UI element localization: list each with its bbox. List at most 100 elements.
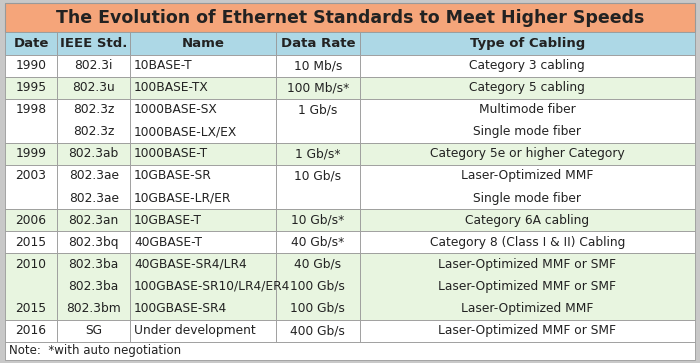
Text: 400 Gb/s: 400 Gb/s [290,324,345,337]
Text: Data Rate: Data Rate [281,37,355,50]
Bar [5,253,57,319]
Text: 100 Gb/s: 100 Gb/s [290,302,345,315]
Text: Category 8 (Class I & II) Cabling: Category 8 (Class I & II) Cabling [430,236,625,249]
Text: 802.3ae: 802.3ae [69,192,119,205]
Text: 802.3ae: 802.3ae [69,170,119,183]
Bar [57,32,130,54]
Text: 100GBASE-SR4: 100GBASE-SR4 [134,302,228,315]
Text: 802.3i: 802.3i [74,59,113,72]
Text: 1000BASE-SX: 1000BASE-SX [134,103,218,116]
Bar [130,77,276,99]
Text: 1999: 1999 [15,147,47,160]
Bar [5,319,57,342]
Text: 802.3z: 802.3z [73,125,114,138]
Bar [57,209,130,231]
Bar [276,231,360,253]
Bar [360,54,695,77]
Text: Category 3 cabling: Category 3 cabling [470,59,585,72]
Text: 10 Mb/s: 10 Mb/s [294,59,342,72]
Bar [130,209,276,231]
Text: 2015: 2015 [15,236,47,249]
Text: 40GBASE-SR4/LR4: 40GBASE-SR4/LR4 [134,258,247,271]
Text: Laser-Optimized MMF: Laser-Optimized MMF [461,170,594,183]
Bar [360,165,695,209]
Text: 10GBASE-LR/ER: 10GBASE-LR/ER [134,192,232,205]
Text: IEEE Std.: IEEE Std. [60,37,127,50]
Text: 10 Gb/s: 10 Gb/s [295,170,342,183]
Text: 802.3u: 802.3u [72,81,115,94]
Text: 10GBASE-T: 10GBASE-T [134,214,202,227]
Bar [276,54,360,77]
Text: 1998: 1998 [15,103,47,116]
Bar [5,3,695,32]
Bar [360,209,695,231]
Bar [130,319,276,342]
Bar [276,209,360,231]
Text: Single mode fiber: Single mode fiber [473,192,582,205]
Text: 10BASE-T: 10BASE-T [134,59,193,72]
Text: 100GBASE-SR10/LR4/ER4: 100GBASE-SR10/LR4/ER4 [134,280,290,293]
Bar [57,143,130,165]
Text: Category 6A cabling: Category 6A cabling [466,214,589,227]
Bar [57,77,130,99]
Bar [130,253,276,319]
Text: 802.3z: 802.3z [73,103,114,116]
Bar [276,143,360,165]
Text: 802.3ab: 802.3ab [69,147,119,160]
Bar [360,319,695,342]
Text: 1000BASE-T: 1000BASE-T [134,147,209,160]
Text: Multimode fiber: Multimode fiber [479,103,575,116]
Text: Date: Date [13,37,49,50]
Bar [360,143,695,165]
Bar [276,319,360,342]
Text: 1 Gb/s: 1 Gb/s [298,103,337,116]
Bar [5,165,57,209]
Text: 100 Mb/s*: 100 Mb/s* [287,81,349,94]
Text: 1995: 1995 [15,81,47,94]
Bar [5,231,57,253]
Bar [360,32,695,54]
Bar [130,99,276,143]
Text: Laser-Optimized MMF or SMF: Laser-Optimized MMF or SMF [438,324,617,337]
Bar [360,253,695,319]
Text: 40GBASE-T: 40GBASE-T [134,236,202,249]
Bar [5,77,57,99]
Text: 802.3ba: 802.3ba [69,258,119,271]
Text: 10 Gb/s*: 10 Gb/s* [291,214,344,227]
Bar [57,54,130,77]
Text: Type of Cabling: Type of Cabling [470,37,585,50]
Bar [360,99,695,143]
Text: 1 Gb/s*: 1 Gb/s* [295,147,341,160]
Bar [130,231,276,253]
Text: 100 Gb/s: 100 Gb/s [290,280,345,293]
Text: 1000BASE-LX/EX: 1000BASE-LX/EX [134,125,237,138]
Text: Single mode fiber: Single mode fiber [473,125,582,138]
Text: 802.3ba: 802.3ba [69,280,119,293]
Bar [276,99,360,143]
Text: Category 5 cabling: Category 5 cabling [470,81,585,94]
Bar [5,209,57,231]
Bar [5,32,57,54]
Bar [130,165,276,209]
Text: 1990: 1990 [15,59,47,72]
Text: SG: SG [85,324,102,337]
Text: 40 Gb/s: 40 Gb/s [295,258,342,271]
Bar [57,319,130,342]
Text: 2015: 2015 [15,302,47,315]
Bar [5,54,57,77]
Bar [130,54,276,77]
Text: 10GBASE-SR: 10GBASE-SR [134,170,212,183]
Bar [57,253,130,319]
Text: Laser-Optimized MMF: Laser-Optimized MMF [461,302,594,315]
Bar [276,77,360,99]
Text: 802.3bq: 802.3bq [69,236,119,249]
Text: Name: Name [182,37,225,50]
Text: 802.3bm: 802.3bm [66,302,121,315]
Text: 802.3an: 802.3an [69,214,119,227]
Bar [130,143,276,165]
Bar [57,165,130,209]
Text: 40 Gb/s*: 40 Gb/s* [291,236,344,249]
Bar [360,231,695,253]
Text: 2016: 2016 [15,324,47,337]
Bar [276,165,360,209]
